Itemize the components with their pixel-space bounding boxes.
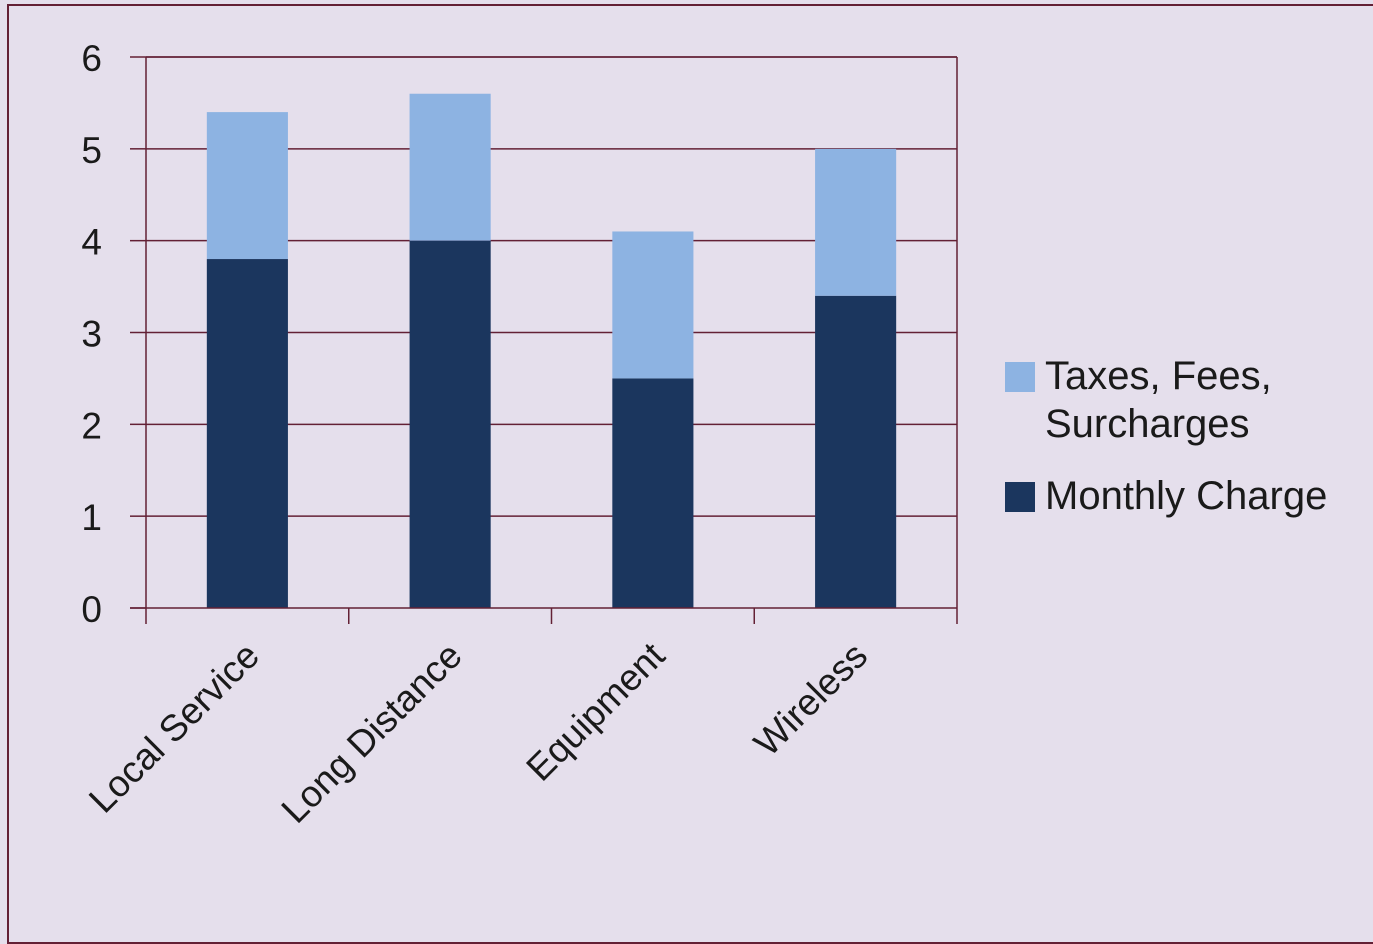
legend: Taxes, Fees, Surcharges Monthly Charge [1005,352,1327,520]
bar-taxes-fees [612,231,694,379]
x-tick-label: Long Distance [274,635,470,831]
y-tick-label: 1 [81,497,102,538]
y-tick-label: 0 [81,589,102,630]
bar-monthly-charge [409,240,491,608]
bar-monthly-charge [612,378,694,608]
legend-item-monthly: Monthly Charge [1005,472,1327,520]
bar-monthly-charge [206,259,288,608]
legend-label-taxes-line1: Taxes, Fees, [1045,354,1272,398]
bar-taxes-fees [409,93,491,241]
x-tick-label: Equipment [518,634,673,789]
x-tick-label: Local Service [81,635,267,821]
legend-swatch-monthly [1005,482,1035,512]
bar-taxes-fees [815,148,897,296]
y-tick-label: 4 [81,222,102,263]
legend-item-taxes: Taxes, Fees, Surcharges [1005,352,1327,448]
legend-swatch-taxes [1005,362,1035,392]
bar-monthly-charge [815,295,897,608]
legend-label-taxes-line2: Surcharges [1045,402,1250,446]
y-tick-label: 3 [81,314,102,355]
y-tick-label: 5 [81,130,102,171]
x-tick-label: Wireless [746,635,875,764]
bar-taxes-fees [206,112,288,260]
legend-label-monthly: Monthly Charge [1045,474,1328,518]
y-tick-label: 2 [81,405,102,446]
y-tick-label: 6 [81,38,102,79]
